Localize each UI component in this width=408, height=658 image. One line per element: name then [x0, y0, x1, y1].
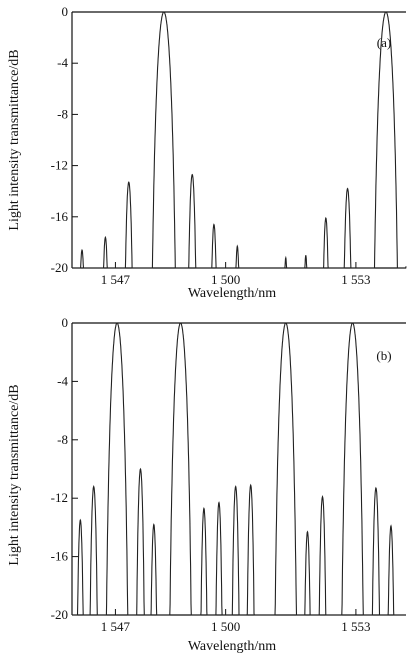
panel-a-label: (a)	[377, 35, 391, 50]
panel-b-y-tick-label: -20	[51, 607, 68, 622]
panel-a-y-tick-label: -8	[57, 106, 68, 121]
panel-b-y-ticks: 0 -4 -8 -12 -16 -20	[51, 315, 78, 622]
panel-b-x-tick-label: 1 500	[211, 619, 240, 634]
panel-b-label: (b)	[376, 348, 391, 363]
panel-a-y-tick-label: -20	[51, 260, 68, 275]
panel-a-y-tick-label: -4	[57, 55, 68, 70]
panel-a-x-tick-label: 1 553	[341, 272, 370, 287]
panel-a-chart: 0 -4 -8 -12 -16 -20 1 547 1 500 1 553 (a) Wavel…	[7, 4, 407, 301]
panel-a-y-tick-label: -16	[51, 209, 69, 224]
panel-a-spectrum-line	[72, 11, 407, 269]
panel-a-y-tick-label: 0	[62, 4, 69, 19]
panel-a-x-tick-label: 1 500	[211, 272, 240, 287]
panel-b-x-ticks: 1 547 1 500 1 553	[101, 609, 371, 634]
panel-b-spectrum-line	[72, 322, 406, 616]
panel-b-y-tick-label: 0	[62, 315, 69, 330]
panel-b-y-tick-label: -16	[51, 549, 69, 564]
panel-b-x-axis-title: Wavelength/nm	[188, 639, 276, 654]
panel-b-y-tick-label: -4	[57, 373, 68, 388]
panel-b-y-tick-label: -8	[57, 432, 68, 447]
panel-a-x-ticks: 1 547 1 500 1 553	[101, 262, 371, 287]
panel-b-y-axis-title: Light intensity transmittance/dB	[7, 384, 22, 565]
panel-a-x-tick-label: 1 547	[101, 272, 131, 287]
panel-b-x-tick-label: 1 553	[341, 619, 370, 634]
panel-b-y-tick-label: -12	[51, 490, 68, 505]
panel-a-y-ticks: 0 -4 -8 -12 -16 -20	[51, 4, 78, 275]
panel-b-chart: 0 -4 -8 -12 -16 -20 1 547 1 500 1 553 (b) Wavel…	[7, 315, 406, 654]
panel-a-y-tick-label: -12	[51, 158, 68, 173]
panel-b-x-tick-label: 1 547	[101, 619, 131, 634]
panel-a-y-axis-title: Light intensity transmittance/dB	[7, 49, 22, 230]
panel-a-x-axis-title: Wavelength/nm	[188, 286, 276, 301]
